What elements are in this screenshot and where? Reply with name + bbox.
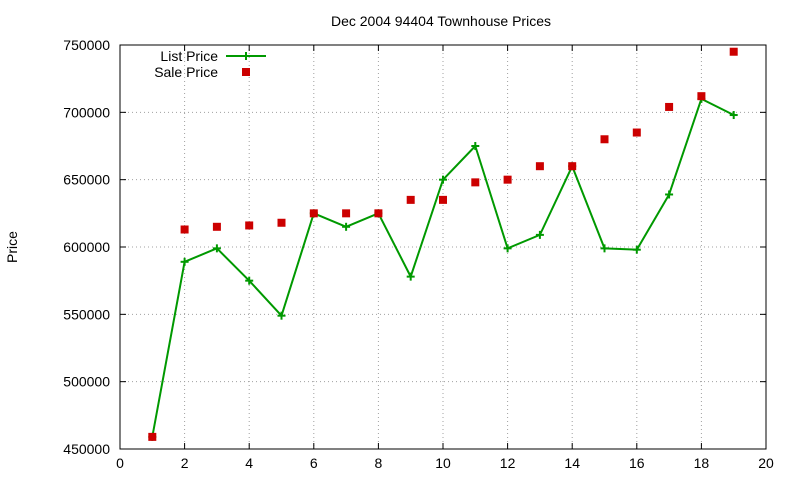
- sale-price-point: [374, 209, 383, 218]
- legend-label: Sale Price: [154, 64, 218, 80]
- list-price-point: [245, 276, 254, 285]
- sale-price-point: [148, 432, 157, 441]
- y-tick-label: 450000: [63, 441, 110, 457]
- sale-price-point: [568, 162, 577, 171]
- list-price-point: [180, 257, 189, 266]
- sale-price-point: [471, 178, 480, 187]
- y-tick-label: 750000: [63, 37, 110, 53]
- legend-item-sale-price: Sale Price: [154, 64, 250, 80]
- sale-price-point: [535, 162, 544, 171]
- sale-price-point: [406, 195, 415, 204]
- sale-price-point: [212, 222, 221, 231]
- x-tick-label: 10: [435, 455, 451, 471]
- x-tick-label: 4: [245, 455, 253, 471]
- data-series: [148, 47, 738, 441]
- x-tick-label: 6: [310, 455, 318, 471]
- sale-price-point: [600, 135, 609, 144]
- sale-price-point: [180, 225, 189, 234]
- list-price-point: [406, 272, 415, 281]
- sale-price-point: [665, 102, 674, 111]
- y-tick-label: 500000: [63, 374, 110, 390]
- y-tick-label: 650000: [63, 172, 110, 188]
- x-tick-label: 2: [181, 455, 189, 471]
- list-price-point: [729, 111, 738, 120]
- x-tick-label: 14: [564, 455, 580, 471]
- list-price-series: [148, 94, 738, 441]
- legend-label: List Price: [160, 48, 218, 64]
- list-price-point: [632, 245, 641, 254]
- y-tick-label: 700000: [63, 104, 110, 120]
- sale-price-point: [503, 175, 512, 184]
- legend-item-list-price: List Price: [160, 48, 266, 64]
- x-tick-label: 16: [629, 455, 645, 471]
- list-price-point: [277, 311, 286, 320]
- list-price-point: [212, 244, 221, 253]
- grid-lines: [120, 45, 766, 449]
- sale-price-point: [632, 128, 641, 137]
- axis-ticks: 0 2 4 6 8 10 12 14 16 18 20 450000 500000 550000 60000…: [63, 37, 774, 471]
- x-tick-label: 0: [116, 455, 124, 471]
- legend-swatch-marker: [242, 52, 250, 60]
- list-price-point: [665, 190, 674, 199]
- list-price-point: [439, 175, 447, 184]
- x-tick-label: 8: [375, 455, 383, 471]
- list-price-point: [503, 244, 512, 253]
- chart-title: Dec 2004 94404 Townhouse Prices: [331, 13, 551, 29]
- sale-price-point: [277, 218, 286, 227]
- sale-price-series: [148, 47, 738, 441]
- sale-price-point: [697, 92, 706, 101]
- list-price-point: [342, 222, 351, 231]
- x-tick-label: 12: [500, 455, 516, 471]
- list-price-point: [600, 244, 609, 253]
- y-tick-label: 600000: [63, 239, 110, 255]
- sale-price-point: [439, 195, 447, 204]
- legend-swatch-marker: [242, 68, 250, 76]
- x-tick-label: 18: [694, 455, 710, 471]
- x-tick-label: 20: [758, 455, 774, 471]
- y-tick-label: 550000: [63, 306, 110, 322]
- sale-price-point: [729, 47, 738, 56]
- sale-price-point: [342, 209, 351, 218]
- sale-price-point: [245, 221, 254, 230]
- sale-price-point: [309, 209, 318, 218]
- y-axis-label: Price: [4, 231, 20, 263]
- list-price-point: [471, 142, 480, 150]
- list-price-point: [535, 230, 544, 239]
